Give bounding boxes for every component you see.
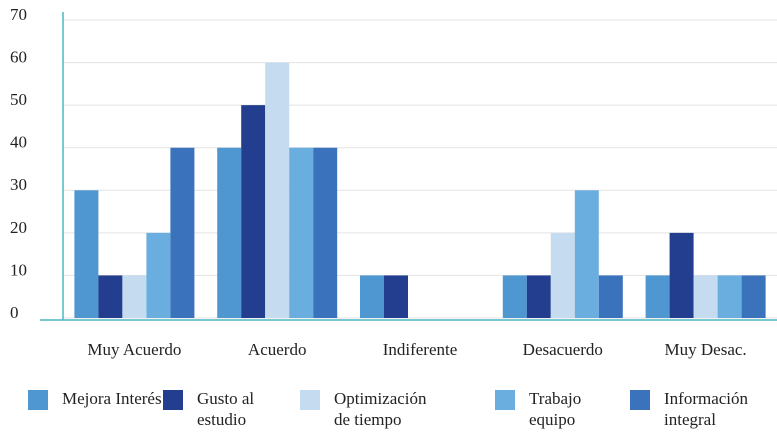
- bar: [717, 275, 742, 318]
- x-tick-label: Muy Acuerdo: [87, 340, 181, 359]
- bar: [98, 275, 123, 318]
- bar: [360, 275, 384, 318]
- x-tick-label: Muy Desac.: [665, 340, 747, 359]
- legend-label: Mejora Interés: [62, 389, 162, 408]
- legend-swatch: [163, 390, 183, 410]
- bar: [241, 105, 266, 319]
- bar: [741, 275, 766, 318]
- y-tick-label: 20: [10, 218, 27, 237]
- bar: [265, 62, 290, 319]
- bar: [146, 232, 171, 318]
- x-tick-label: Desacuerdo: [523, 340, 603, 359]
- bar: [74, 190, 99, 318]
- bar: [598, 275, 623, 318]
- bar: [384, 275, 408, 318]
- y-tick-label: 30: [10, 175, 27, 194]
- bar: [502, 275, 527, 318]
- bar: [170, 147, 195, 318]
- legend-label: Gusto al estudio: [197, 389, 255, 429]
- bar: [669, 232, 694, 318]
- y-tick-label: 0: [10, 303, 19, 322]
- legend-item: Gusto al estudio: [163, 388, 297, 430]
- y-tick-label: 70: [10, 5, 27, 24]
- bar: [289, 147, 314, 318]
- bar: [693, 275, 718, 318]
- legend: Mejora Interés Gusto al estudio Optimizaci…: [0, 388, 777, 437]
- y-tick-label: 40: [10, 133, 27, 152]
- y-tick-label: 50: [10, 90, 27, 109]
- legend-label: Trabajo equipo: [529, 389, 582, 429]
- legend-item: Información integral: [630, 388, 764, 430]
- bar: [550, 232, 575, 318]
- x-tick-label: Indiferente: [383, 340, 458, 359]
- legend-swatch: [495, 390, 515, 410]
- y-tick-label: 60: [10, 47, 27, 66]
- legend-label: Información integral: [664, 389, 749, 429]
- bar: [645, 275, 670, 318]
- bar: [122, 275, 147, 318]
- bar: [526, 275, 551, 318]
- x-tick-label: Acuerdo: [248, 340, 307, 359]
- legend-label: Optimización de tiempo: [334, 389, 427, 429]
- legend-item: Mejora Interés: [28, 388, 162, 410]
- bar: [313, 147, 338, 318]
- y-tick-label: 10: [10, 260, 27, 279]
- legend-swatch: [28, 390, 48, 410]
- bar: [217, 147, 242, 318]
- legend-swatch: [630, 390, 650, 410]
- plot: 0 10 20 30 40 50 60 70 Muy Acuerdo Acuerdo Indifer…: [10, 5, 777, 359]
- legend-swatch: [300, 390, 320, 410]
- legend-item: Optimización de tiempo: [300, 388, 434, 430]
- bar: [574, 190, 599, 318]
- legend-item: Trabajo equipo: [495, 388, 629, 430]
